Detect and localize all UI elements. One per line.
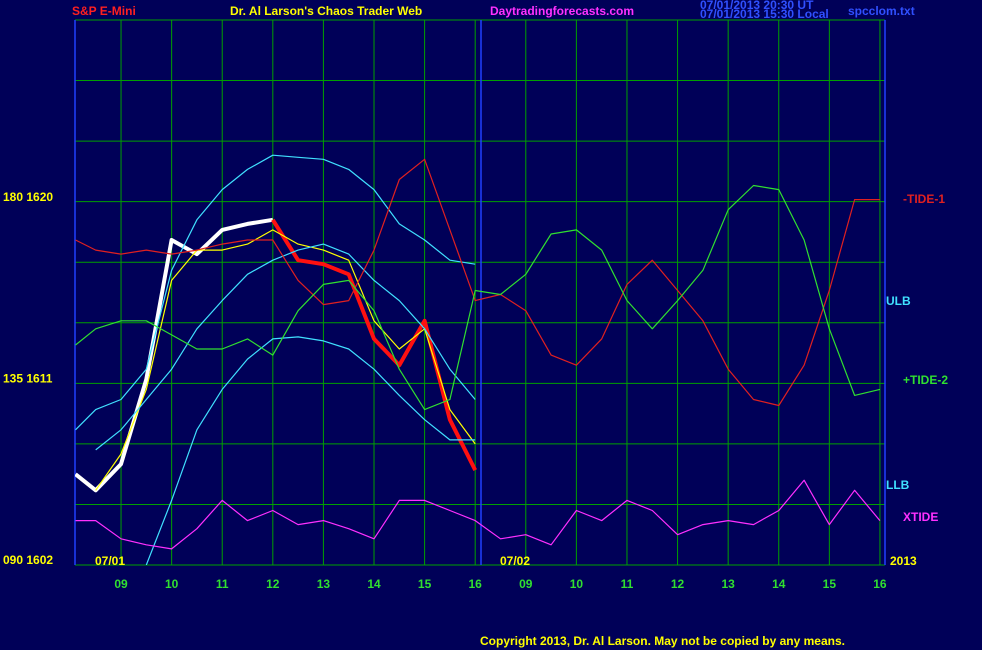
series-line xyxy=(271,218,477,471)
annotation: spcclom.txt xyxy=(848,4,915,18)
x-tick-label: 09 xyxy=(519,577,533,591)
annotation: 07/01 xyxy=(95,554,125,568)
x-tick-label: 11 xyxy=(216,577,229,591)
annotation: Copyright 2013, Dr. Al Larson. May not b… xyxy=(480,634,845,648)
chart-title: Dr. Al Larson's Chaos Trader Web xyxy=(230,4,422,18)
x-tick-label: 15 xyxy=(418,577,432,591)
x-tick-label: 15 xyxy=(823,577,837,591)
x-tick-label: 16 xyxy=(873,577,887,591)
legend-label: XTIDE xyxy=(903,510,938,524)
annotation: S&P E-Mini xyxy=(72,4,136,18)
x-tick-label: 10 xyxy=(570,577,584,591)
x-tick-label: 13 xyxy=(317,577,331,591)
x-tick-label: 14 xyxy=(367,577,381,591)
legend-label: ULB xyxy=(886,294,911,308)
annotation: Daytradingforecasts.com xyxy=(490,4,634,18)
series-line xyxy=(75,479,881,550)
annotation: 07/02 xyxy=(500,554,530,568)
x-tick-label: 13 xyxy=(721,577,735,591)
legend-label: +TIDE-2 xyxy=(903,373,948,387)
x-tick-label: 16 xyxy=(469,577,483,591)
legend-label: LLB xyxy=(886,478,910,492)
series-layer xyxy=(75,154,881,565)
x-tick-label: 10 xyxy=(165,577,179,591)
series-line xyxy=(75,217,274,493)
series-line xyxy=(145,336,476,565)
x-tick-label: 11 xyxy=(621,577,634,591)
annotation: 2013 xyxy=(890,554,917,568)
series-line xyxy=(95,229,476,491)
series-line xyxy=(75,184,881,411)
x-tick-label: 09 xyxy=(114,577,128,591)
x-tick-label: 12 xyxy=(671,577,685,591)
annotation: 07/01/2013 15:30 Local xyxy=(700,7,829,21)
series-line xyxy=(75,154,476,431)
y-tick-label: 090 1602 xyxy=(3,553,53,567)
x-tick-label: 12 xyxy=(266,577,280,591)
annotation: 07/01/2013 20:30 UT xyxy=(700,0,814,12)
series-line xyxy=(75,158,880,407)
y-tick-label: 180 1620 xyxy=(3,190,53,204)
x-tick-label: 14 xyxy=(772,577,786,591)
labels-layer: 180 1620 135 1611 090 1602 09 10 11 12 13 14 15 16… xyxy=(3,0,948,648)
series-line xyxy=(95,243,476,451)
legend-label: -TIDE-1 xyxy=(903,192,945,206)
y-tick-label: 135 1611 xyxy=(3,372,53,386)
